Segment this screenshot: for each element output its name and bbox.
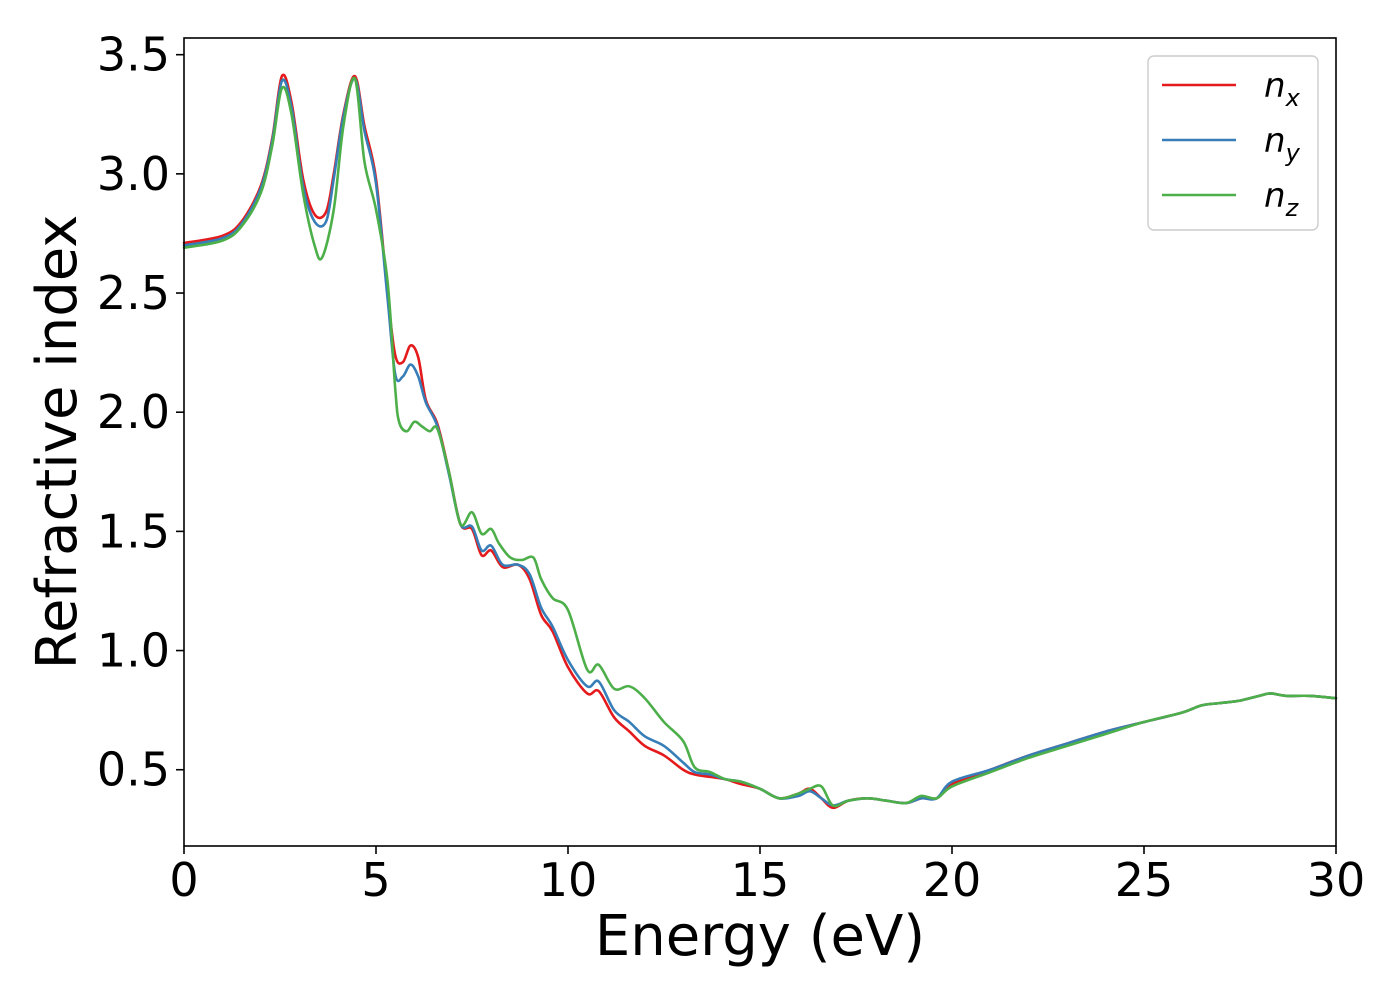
legend-label-subscript: y [1285, 139, 1301, 167]
x-axis-label: Energy (eV) [595, 904, 925, 969]
x-tick-label: 30 [1307, 853, 1366, 907]
y-tick-label: 2.5 [97, 266, 170, 320]
x-tick-label: 10 [539, 853, 598, 907]
x-axis-ticks: 0 5 10 15 20 25 30 [169, 846, 1365, 907]
legend-box [1147, 55, 1319, 231]
y-tick-label: 3.0 [97, 147, 170, 201]
x-tick-label: 0 [169, 853, 198, 907]
y-axis-ticks: 0.5 1.0 1.5 2.0 2.5 3.0 3.5 [97, 28, 184, 797]
y-axis-label: Refractive index [25, 215, 90, 670]
legend-label-subscript: z [1285, 194, 1300, 222]
x-tick-label: 20 [923, 853, 982, 907]
y-tick-label: 0.5 [97, 743, 170, 797]
x-tick-label: 15 [731, 853, 790, 907]
legend-label-n-z: nz [1264, 176, 1300, 222]
y-tick-label: 3.5 [97, 28, 170, 82]
x-tick-label: 25 [1115, 853, 1174, 907]
legend-label-base: n [1264, 176, 1286, 216]
legend-label-base: n [1264, 66, 1286, 106]
series-line-n-z [182, 76, 1338, 808]
x-tick-label: 5 [361, 853, 390, 907]
legend-label-subscript: x [1285, 84, 1301, 112]
y-tick-label: 1.0 [97, 624, 170, 678]
legend-label-n-x: nx [1264, 66, 1301, 112]
legend-label-n-y: ny [1264, 121, 1301, 167]
series-layer [182, 73, 1338, 810]
y-tick-label: 1.5 [97, 504, 170, 558]
y-tick-label: 2.0 [97, 385, 170, 439]
legend-label-base: n [1264, 121, 1286, 161]
